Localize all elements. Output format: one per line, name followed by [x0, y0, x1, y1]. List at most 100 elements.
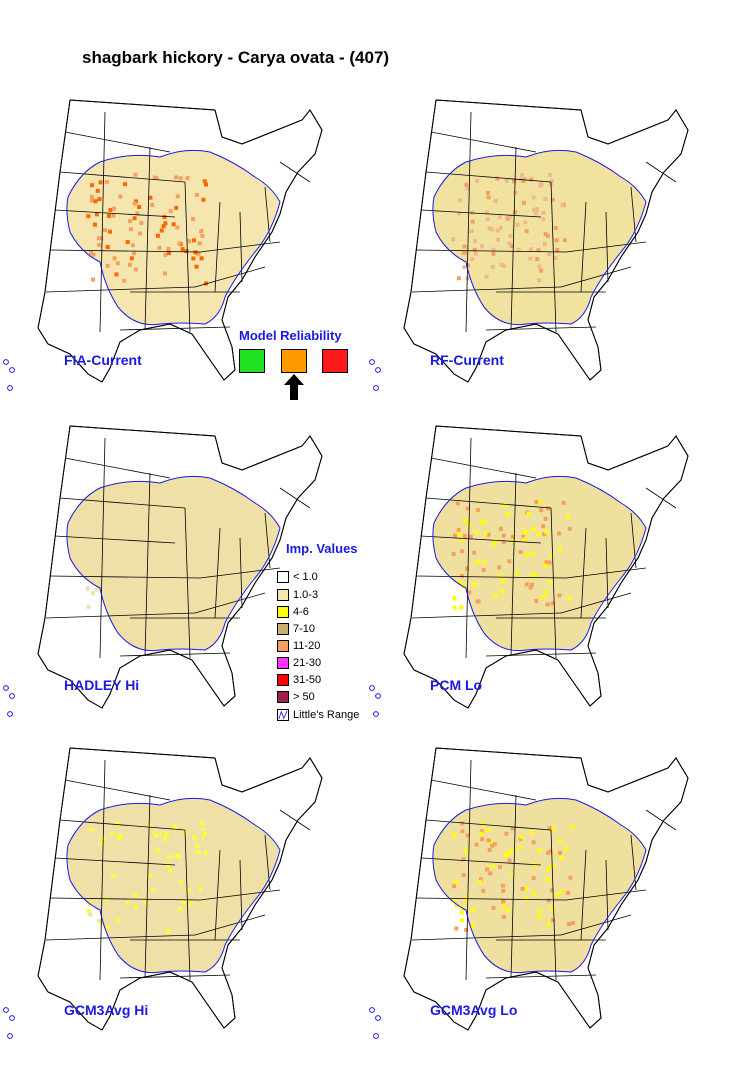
importance-cell — [498, 573, 503, 578]
importance-cell — [134, 905, 139, 910]
importance-cell — [114, 272, 119, 277]
importance-cell — [541, 524, 546, 529]
importance-cell — [188, 589, 193, 594]
importance-cell — [501, 533, 506, 538]
importance-cell — [537, 914, 542, 919]
importance-cell — [191, 256, 196, 261]
importance-cell — [564, 846, 569, 851]
importance-cell — [174, 929, 179, 934]
importance-cell — [493, 538, 498, 543]
importance-cell — [549, 554, 554, 559]
importance-cell — [529, 177, 534, 182]
importance-cell — [462, 265, 467, 270]
importance-cell — [163, 836, 168, 841]
importance-cell — [513, 191, 518, 196]
importance-cell — [126, 917, 131, 922]
importance-cell — [135, 211, 140, 216]
importance-cell — [545, 602, 550, 607]
reliability-medium-box — [281, 349, 307, 373]
importance-fill — [432, 798, 646, 973]
importance-cell — [188, 561, 193, 566]
importance-cell — [105, 263, 110, 268]
importance-cell — [537, 264, 542, 269]
state-border — [565, 567, 647, 579]
importance-cell — [102, 588, 107, 593]
legend-item: > 50 — [277, 690, 315, 704]
state-border — [425, 497, 552, 509]
importance-cell — [535, 257, 540, 262]
importance-cell — [519, 835, 524, 840]
importance-cell — [518, 550, 523, 555]
importance-cell — [129, 256, 134, 261]
coast-outline — [403, 99, 689, 383]
importance-cell — [190, 917, 195, 922]
importance-cell — [196, 251, 201, 256]
state-border — [510, 472, 517, 657]
importance-cell — [506, 851, 511, 856]
importance-cell — [110, 601, 115, 606]
importance-cell — [507, 858, 512, 863]
importance-cell — [89, 198, 94, 203]
importance-cell — [111, 873, 116, 878]
importance-cell — [541, 210, 546, 215]
importance-cell — [463, 849, 468, 854]
island-marker — [375, 367, 381, 373]
importance-cell — [165, 832, 170, 837]
importance-cell — [166, 570, 171, 575]
state-border — [199, 889, 281, 901]
state-border — [45, 612, 196, 619]
importance-cell — [473, 582, 478, 587]
importance-cell — [510, 534, 515, 539]
importance-cell — [116, 527, 121, 532]
importance-cell — [187, 538, 192, 543]
importance-cell — [475, 559, 480, 564]
importance-cell — [467, 522, 472, 527]
importance-cell — [557, 531, 562, 536]
importance-cell — [485, 217, 490, 222]
importance-cell — [471, 907, 476, 912]
state-border — [194, 592, 266, 614]
importance-cell — [88, 912, 93, 917]
legend-item: 21-30 — [277, 656, 321, 670]
importance-cell — [510, 872, 515, 877]
importance-cell — [94, 549, 99, 554]
importance-cell — [526, 511, 531, 516]
importance-cell — [181, 900, 186, 905]
importance-cell — [528, 256, 533, 261]
importance-cell — [523, 529, 528, 534]
importance-cell — [548, 849, 553, 854]
reliability-high-box — [239, 349, 265, 373]
importance-cell — [137, 587, 142, 592]
island-marker — [9, 367, 15, 373]
importance-cell — [465, 566, 470, 571]
importance-cell — [486, 532, 491, 537]
importance-cell — [148, 540, 153, 545]
importance-cell — [566, 922, 571, 927]
importance-cell — [137, 520, 142, 525]
importance-cell — [472, 550, 477, 555]
state-border — [54, 535, 176, 544]
importance-cell — [521, 534, 526, 539]
importance-cell — [202, 823, 207, 828]
importance-cell — [120, 595, 125, 600]
legend-swatch — [277, 606, 289, 618]
importance-cell — [177, 241, 182, 246]
island-marker — [373, 711, 379, 717]
state-border — [465, 111, 472, 333]
importance-cell — [148, 881, 153, 886]
state-border — [119, 326, 231, 331]
importance-cell — [568, 875, 573, 880]
state-border — [264, 186, 271, 243]
importance-cell — [539, 268, 544, 273]
importance-cell — [200, 821, 205, 826]
importance-cell — [496, 237, 501, 242]
importance-cell — [546, 922, 551, 927]
importance-cell — [133, 893, 138, 898]
importance-cell — [97, 236, 102, 241]
importance-cell — [144, 569, 149, 574]
importance-cell — [551, 918, 556, 923]
importance-cell — [86, 525, 91, 530]
state-border — [465, 759, 472, 981]
importance-cell — [102, 228, 107, 233]
island-marker — [7, 385, 13, 391]
